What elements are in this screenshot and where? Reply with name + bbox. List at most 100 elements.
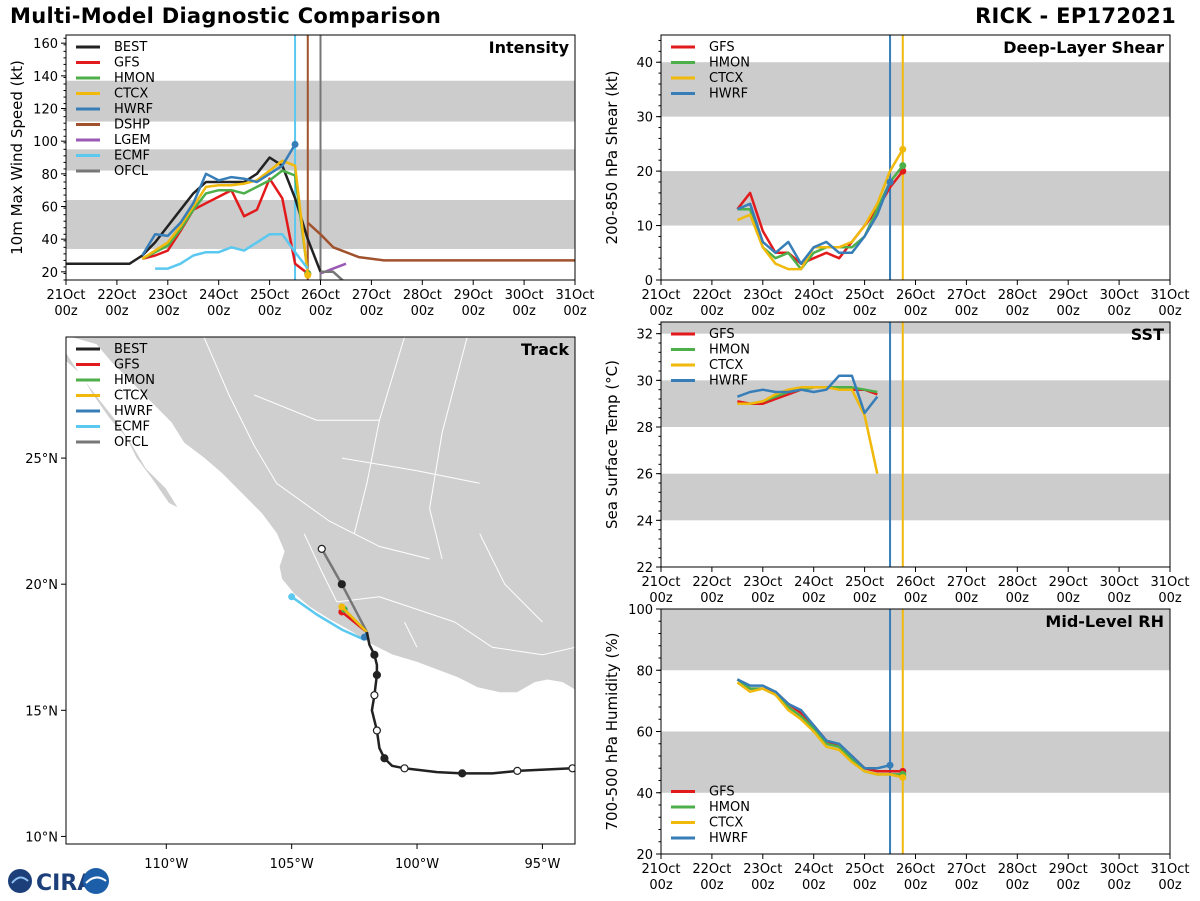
state-border xyxy=(341,457,480,484)
x-tick-date: 25Oct xyxy=(845,288,884,303)
shaded-band xyxy=(661,171,1170,226)
x-tick-date: 27Oct xyxy=(947,288,986,303)
legend-label: ECMF xyxy=(114,420,150,435)
series-end-point-ctcx xyxy=(899,145,907,153)
x-tick-date: 24Oct xyxy=(199,288,238,303)
x-tick-hour: 00z xyxy=(955,878,979,893)
y-tick-label: 40 xyxy=(636,56,653,71)
shaded-band xyxy=(661,322,1170,334)
state-border xyxy=(454,621,575,656)
lon-tick-label: 100°W xyxy=(395,857,439,872)
legend-entry-ctcx: CTCX xyxy=(76,389,148,404)
track-point-ofcl xyxy=(317,544,326,553)
x-tick-date: 24Oct xyxy=(794,288,833,303)
lon-tick-label: 95°W xyxy=(524,857,560,872)
legend-label: HWRF xyxy=(114,102,153,117)
x-tick-date: 29Oct xyxy=(1049,575,1088,590)
y-tick-label: 28 xyxy=(636,421,653,436)
legend-label: HMON xyxy=(114,373,155,388)
x-tick-hour: 00z xyxy=(1107,878,1131,893)
legend-entry-hmon: HMON xyxy=(671,56,750,71)
track-point-best xyxy=(380,754,389,763)
shaded-band xyxy=(661,62,1170,117)
legend-label: OFCL xyxy=(114,164,149,179)
y-tick-label: 20 xyxy=(41,266,58,281)
land-mexico xyxy=(67,337,575,694)
track-point-best xyxy=(568,764,575,773)
lat-tick-label: 20°N xyxy=(25,578,58,593)
x-tick-hour: 00z xyxy=(649,304,673,319)
panel-title: SST xyxy=(1131,325,1164,344)
x-tick-date: 29Oct xyxy=(1049,288,1088,303)
legend-entry-gfs: GFS xyxy=(76,56,140,71)
x-tick-hour: 00z xyxy=(802,591,826,606)
x-tick-date: 30Oct xyxy=(1100,288,1139,303)
legend-entry-hwrf: HWRF xyxy=(671,374,748,389)
legend-entry-hmon: HMON xyxy=(671,343,750,358)
x-tick-date: 21Oct xyxy=(46,288,85,303)
y-tick-label: 0 xyxy=(645,274,653,289)
series-end-point-hwrf xyxy=(886,761,894,769)
x-tick-date: 31Oct xyxy=(1150,575,1189,590)
x-tick-date: 21Oct xyxy=(641,862,680,877)
panel-title: Mid-Level RH xyxy=(1045,612,1164,631)
y-axis-label: Sea Surface Temp (°C) xyxy=(603,360,621,529)
legend-label: GFS xyxy=(114,56,140,71)
series-group xyxy=(736,678,907,781)
panel-title: Deep-Layer Shear xyxy=(1003,38,1164,57)
y-tick-label: 80 xyxy=(41,168,58,183)
lat-tick-label: 15°N xyxy=(25,704,58,719)
x-tick-hour: 00z xyxy=(156,304,180,319)
series-group xyxy=(736,145,907,271)
x-tick-date: 22Oct xyxy=(97,288,136,303)
x-tick-date: 22Oct xyxy=(692,575,731,590)
legend-entry-gfs: GFS xyxy=(671,40,735,55)
y-tick-label: 30 xyxy=(636,374,653,389)
x-tick-date: 23Oct xyxy=(148,288,187,303)
x-tick-hour: 00z xyxy=(955,304,979,319)
y-tick-label: 24 xyxy=(636,514,653,529)
shaded-band xyxy=(661,473,1170,521)
y-tick-label: 120 xyxy=(33,103,58,118)
x-tick-hour: 00z xyxy=(258,304,282,319)
state-border xyxy=(203,337,278,484)
legend-label: HMON xyxy=(709,56,750,71)
legend-label: HWRF xyxy=(709,831,748,846)
x-tick-hour: 00z xyxy=(955,591,979,606)
series-end-point-ctcx xyxy=(899,773,907,781)
x-tick-hour: 00z xyxy=(1107,591,1131,606)
x-tick-date: 29Oct xyxy=(1049,862,1088,877)
legend-label: BEST xyxy=(114,40,147,55)
series-line-ecmf xyxy=(155,233,309,270)
x-tick-hour: 00z xyxy=(751,591,775,606)
x-tick-date: 24Oct xyxy=(794,862,833,877)
series-end-point-hmon xyxy=(899,162,907,170)
legend-entry-best: BEST xyxy=(76,342,147,357)
legend-entry-ecmf: ECMF xyxy=(76,149,150,164)
track-point-best xyxy=(370,650,379,659)
x-tick-date: 23Oct xyxy=(743,575,782,590)
legend-entry-gfs: GFS xyxy=(671,785,735,800)
series-line-ctcx xyxy=(736,681,904,779)
state-border xyxy=(276,482,430,560)
x-tick-hour: 00z xyxy=(904,591,928,606)
x-tick-date: 28Oct xyxy=(998,288,1037,303)
series-group xyxy=(736,374,879,474)
series-line-ctcx xyxy=(141,159,310,276)
x-tick-hour: 00z xyxy=(700,591,724,606)
state-border xyxy=(253,394,380,421)
track-point-best xyxy=(372,726,382,735)
series-end-point-hwrf xyxy=(291,140,299,148)
x-tick-hour: 00z xyxy=(649,591,673,606)
x-tick-date: 22Oct xyxy=(692,288,731,303)
y-tick-label: 160 xyxy=(33,37,58,52)
cira-logo: CIRA xyxy=(4,865,114,897)
y-axis-label: 10m Max Wind Speed (kt) xyxy=(8,60,26,255)
lat-tick-label: 10°N xyxy=(25,830,58,845)
figure-title: Multi-Model Diagnostic Comparison xyxy=(10,4,442,28)
x-tick-date: 26Oct xyxy=(896,288,935,303)
y-axis-label: 700-500 hPa Humidity (%) xyxy=(603,632,621,830)
x-tick-date: 29Oct xyxy=(454,288,493,303)
legend-entry-hmon: HMON xyxy=(76,71,155,86)
